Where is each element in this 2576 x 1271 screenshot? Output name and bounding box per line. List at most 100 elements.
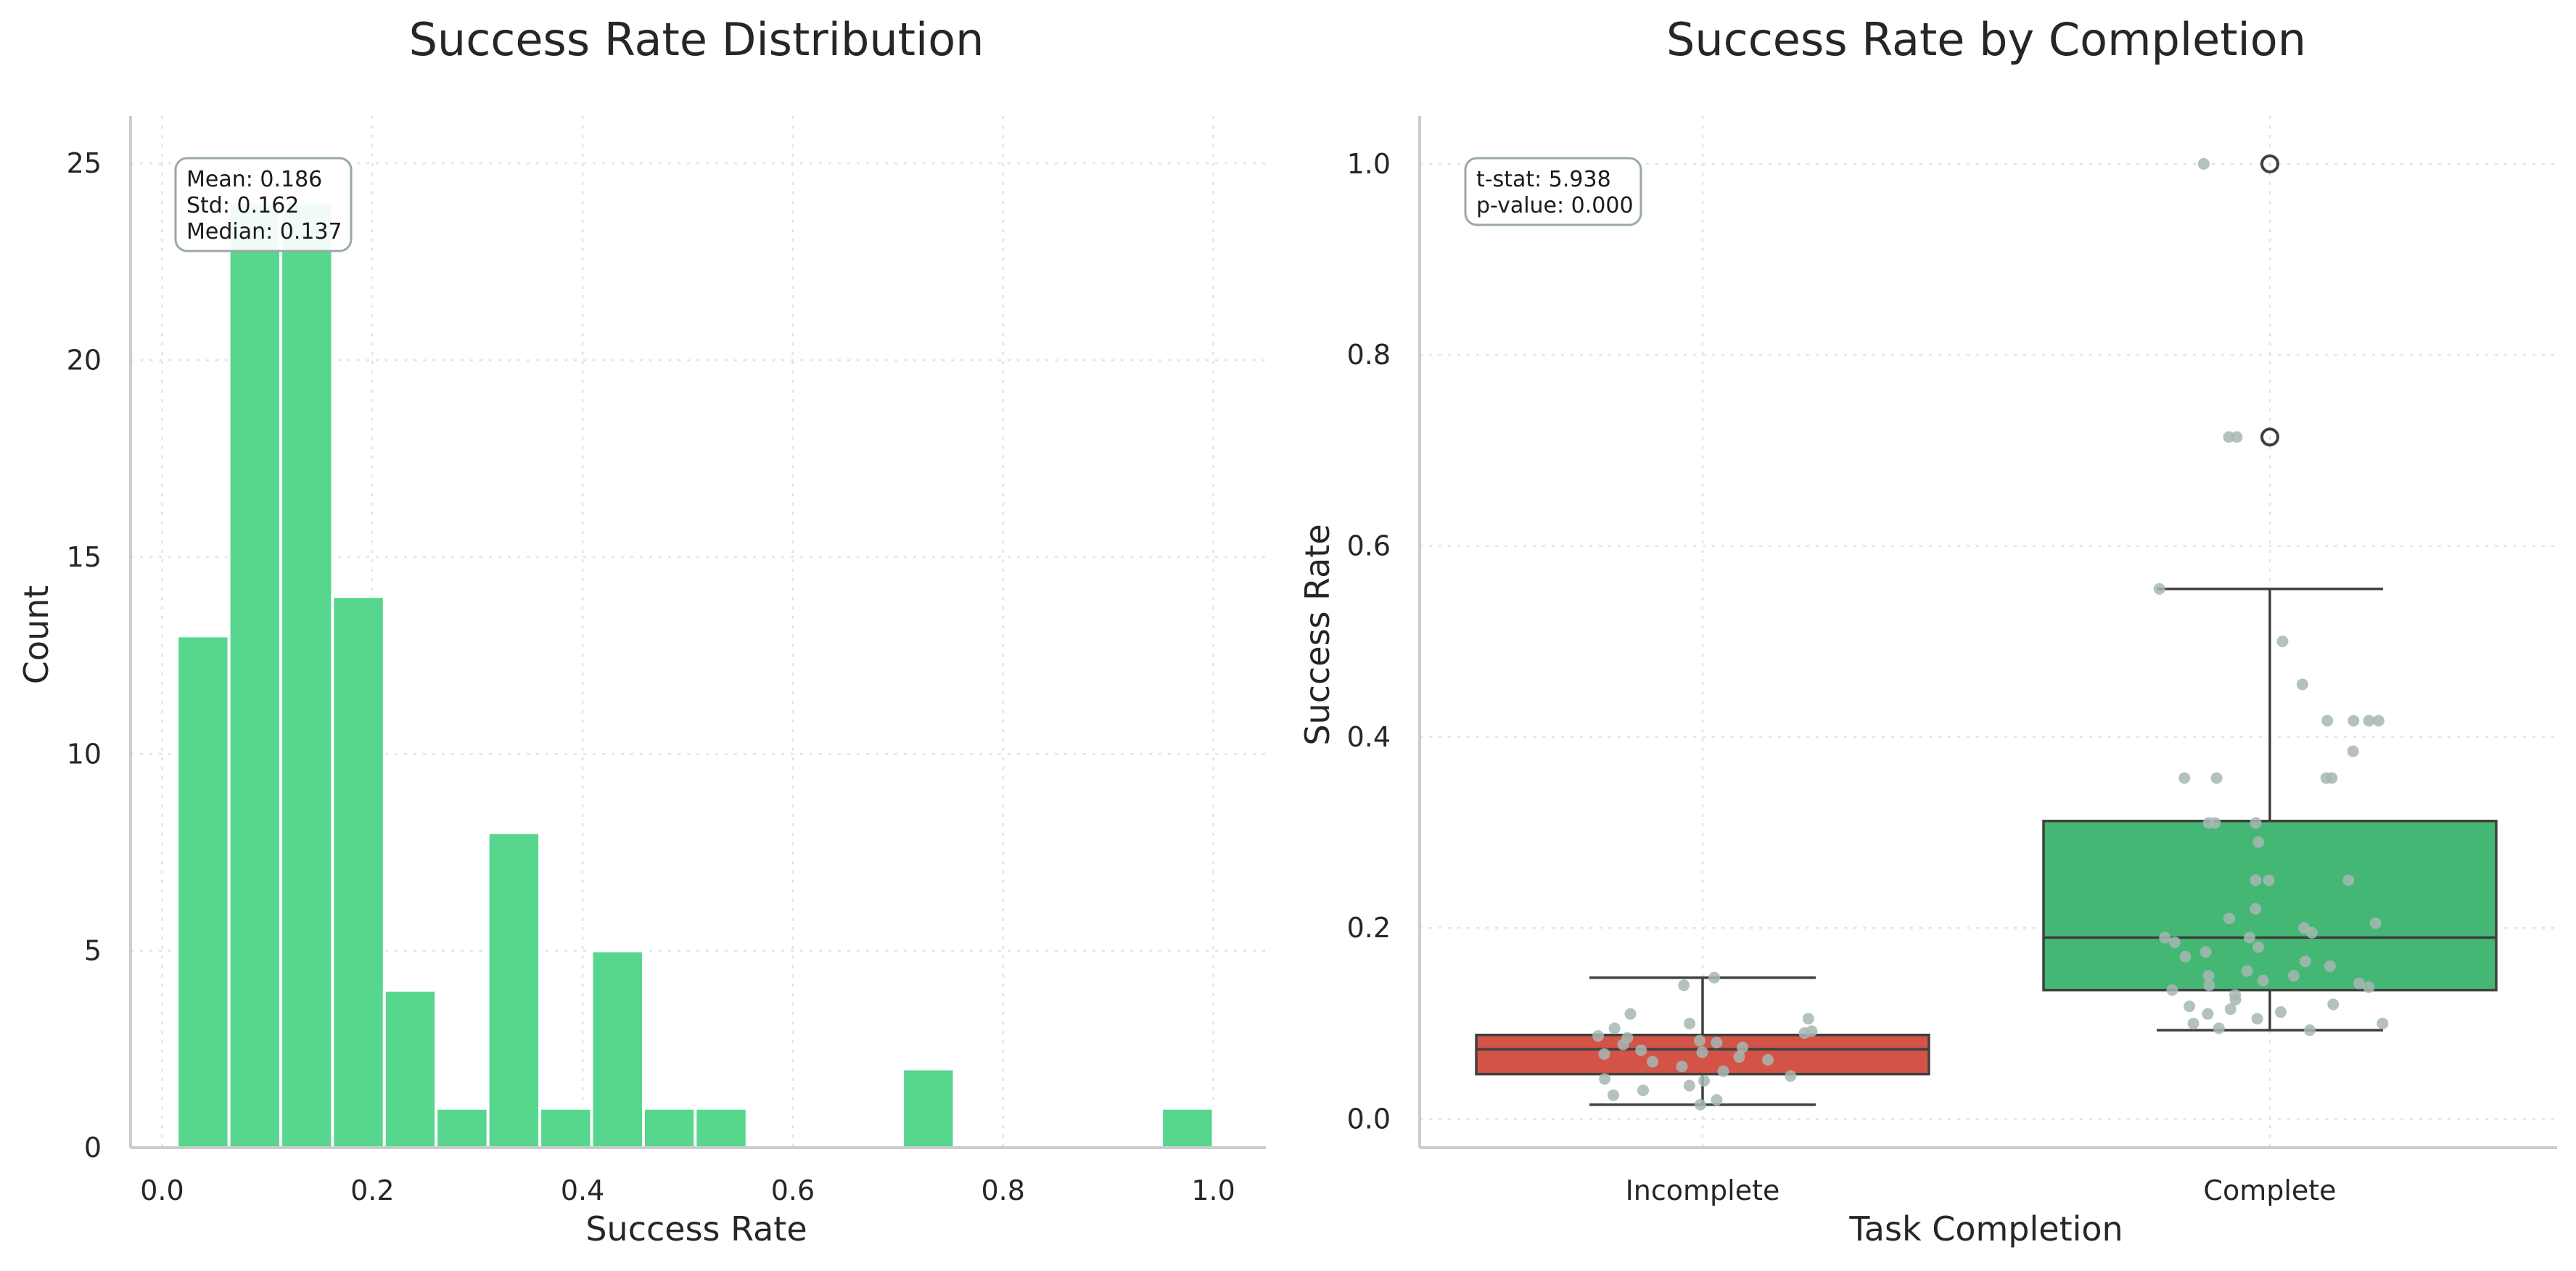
boxplot-jitter-point	[2168, 936, 2181, 948]
boxplot-jitter-point	[2223, 913, 2235, 924]
boxplot-jitter-point	[2202, 1008, 2214, 1020]
boxplot-jitter-point	[1592, 1029, 1605, 1042]
boxplot-x-tick-label: Incomplete	[1626, 1175, 1780, 1206]
boxplot-jitter-point	[1684, 1017, 1696, 1029]
boxplot-jitter-point	[2372, 715, 2384, 727]
boxplot-jitter-point	[1698, 1074, 1711, 1087]
boxplot-x-label: Task Completion	[1848, 1209, 2123, 1249]
boxplot-y-ticks: 0.0 0.2 0.4 0.6 0.8 1.0	[1347, 148, 1391, 1135]
histogram-bar	[642, 1106, 697, 1150]
boxplot-stat-tstat: t-stat: 5.938	[1476, 167, 1611, 192]
boxplot-jitter-point	[2250, 817, 2262, 829]
boxplot-panel: Success Rate by Completion 0.00.20.40.60…	[1298, 13, 2557, 1249]
boxplot-jitter-point	[2243, 931, 2255, 944]
histogram-bar	[435, 1106, 490, 1150]
boxplot-jitter-point	[2353, 977, 2365, 990]
boxplot-jitter-point	[1806, 1025, 1818, 1037]
histogram-x-tick-label: 0.6	[771, 1175, 815, 1206]
boxplot-jitter-point	[2224, 1003, 2236, 1016]
boxplot-jitter-point	[2187, 1017, 2200, 1029]
boxplot-y-tick-label: 0.0	[1347, 1103, 1391, 1135]
boxplot-jitter-point	[1711, 1094, 1723, 1106]
boxplot-jitter-point	[2252, 941, 2265, 953]
boxplot-jitter-point	[2287, 970, 2300, 982]
histogram-bar	[901, 1067, 956, 1150]
boxplot-jitter-point	[2377, 1017, 2389, 1029]
histogram-bar	[176, 634, 231, 1149]
boxplot-jitter-point	[1637, 1085, 1650, 1096]
histogram-bar	[694, 1106, 749, 1150]
histogram-y-tick-label: 0	[84, 1132, 102, 1164]
boxplot-x-tick-label: Complete	[2203, 1175, 2336, 1206]
boxplot-jitter-point	[2241, 965, 2253, 977]
boxplot-jitter-point	[2369, 917, 2382, 929]
histogram-y-tick-label: 25	[67, 147, 102, 179]
boxplot-jitter-point	[2213, 1022, 2225, 1035]
boxplot-groups	[1475, 154, 2498, 1111]
boxplot-y-label: Success Rate	[1298, 524, 1337, 745]
boxplot-jitter-point	[1683, 1079, 1695, 1092]
boxplot-jitter-point	[1802, 1013, 1814, 1025]
boxplot-jitter-point	[1762, 1053, 1774, 1066]
boxplot-jitter-point	[2363, 715, 2375, 727]
histogram-y-label: Count	[17, 585, 56, 685]
boxplot-title: Success Rate by Completion	[1666, 13, 2306, 66]
boxplot-stat-pvalue: p-value: 0.000	[1476, 193, 1634, 218]
boxplot-jitter-point	[2202, 970, 2215, 982]
histogram-title: Success Rate Distribution	[409, 13, 984, 66]
boxplot-jitter-point	[1785, 1070, 1797, 1082]
boxplot-jitter-point	[2231, 431, 2243, 443]
boxplot-jitter-point	[1607, 1089, 1619, 1101]
boxplot-box	[2042, 819, 2498, 992]
boxplot-stats-box: t-stat: 5.938 p-value: 0.000	[1464, 157, 1642, 226]
boxplot-jitter-point	[2210, 772, 2223, 784]
boxplot-jitter-point	[2276, 636, 2289, 648]
boxplot-jitter-point	[1737, 1041, 1749, 1053]
boxplot-jitter-point	[2324, 960, 2336, 972]
boxplot-jitter-point	[1708, 971, 1721, 984]
histogram-x-tick-label: 0.0	[140, 1175, 184, 1206]
histogram-bar	[227, 201, 283, 1150]
boxplot-jitter-point	[2202, 817, 2215, 829]
histogram-x-ticks: 0.0 0.2 0.4 0.6 0.8 1.0	[140, 1175, 1235, 1206]
boxplot-jitter-point	[2299, 955, 2311, 968]
boxplot-jitter-point	[1624, 1008, 1637, 1020]
boxplot-jitter-point	[2347, 715, 2360, 727]
boxplot-jitter-point	[2321, 715, 2334, 727]
boxplot-jitter-point	[2200, 946, 2212, 958]
histogram-panel: Success Rate Distribution 0.0 0.2 0.4 0.6 0.…	[17, 13, 1266, 1249]
boxplot-jitter-point	[2229, 989, 2242, 1001]
boxplot-jitter-point	[1693, 1035, 1705, 1047]
boxplot-jitter-point	[2257, 974, 2269, 987]
boxplot-jitter-point	[2298, 922, 2310, 934]
boxplot-jitter-point	[1621, 1032, 1634, 1044]
boxplot-jitter-point	[2184, 1000, 2196, 1013]
histogram-bar	[538, 1106, 593, 1150]
boxplot-jitter-point	[1733, 1050, 1745, 1063]
boxplot-jitter-point	[2178, 772, 2191, 784]
histogram-x-tick-label: 0.2	[350, 1175, 394, 1206]
boxplot-x-ticks: Incomplete Complete	[1626, 1175, 2337, 1206]
histogram-stat-mean: Mean: 0.186	[186, 167, 322, 192]
boxplot-jitter-point	[2250, 902, 2262, 915]
histogram-x-tick-label: 0.8	[982, 1175, 1025, 1206]
boxplot-outlier	[2260, 154, 2279, 173]
boxplot-jitter-point	[2166, 984, 2178, 996]
boxplot-jitter-point	[2275, 1006, 2287, 1019]
histogram-x-tick-label: 1.0	[1191, 1175, 1235, 1206]
boxplot-jitter-point	[1608, 1022, 1621, 1035]
histogram-stat-std: Std: 0.162	[186, 193, 299, 218]
histogram-stats-frame	[174, 157, 353, 252]
boxplot-jitter-point	[1678, 979, 1690, 992]
boxplot-jitter-point	[1717, 1065, 1729, 1077]
boxplot-jitter-point	[2250, 874, 2262, 887]
histogram-bar	[331, 595, 386, 1149]
boxplot-jitter-point	[2363, 981, 2375, 993]
histogram-bar	[1160, 1106, 1215, 1150]
histogram-y-tick-label: 10	[67, 738, 102, 770]
histogram-bar	[382, 988, 438, 1149]
boxplot-jitter-point	[1647, 1056, 1659, 1068]
boxplot-y-tick-label: 1.0	[1347, 148, 1391, 180]
boxplot-jitter-point	[2159, 931, 2171, 944]
